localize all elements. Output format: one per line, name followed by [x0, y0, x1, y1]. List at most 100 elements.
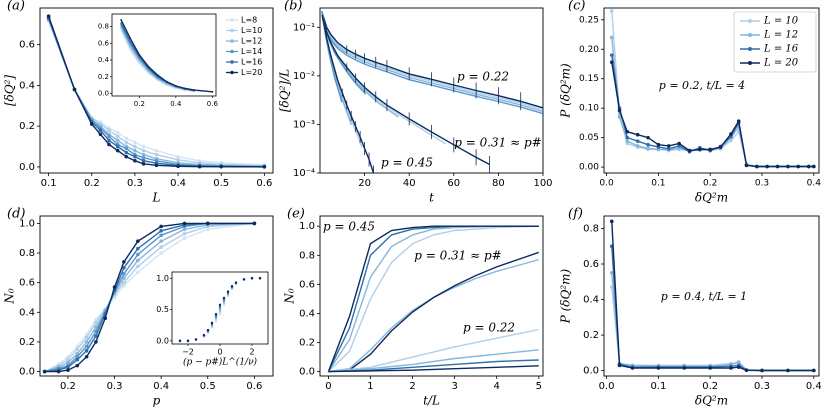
series-L = 20-point	[765, 164, 769, 169]
series-L=16-point	[98, 128, 103, 133]
inset-point	[218, 303, 222, 307]
panel-a: 0.1 0.2 0.3 0.4 0.5 0.6 0.0 0.2 0.4 0.6 L [δQ²] (a) 0…	[3, 0, 274, 205]
inset-point	[202, 333, 206, 337]
series-L=10-point	[124, 140, 129, 145]
x-tick-label: 60	[447, 178, 460, 189]
series-L=12-point	[115, 138, 120, 143]
x-tick-label: 0.4	[170, 178, 186, 189]
series-p = 0.22-L2-line	[321, 18, 543, 115]
panel-c: 0.0 0.1 0.2 0.3 0.4 0.00 0.05 0.10 0.15 0.20 0.25 δ…	[559, 0, 822, 205]
x-tick-label: 0.2	[702, 381, 718, 392]
inset-point	[178, 339, 182, 343]
series-L = 20-point	[760, 368, 764, 373]
x-axis-label: δQ²m	[695, 394, 728, 408]
series-L=20-point	[122, 260, 126, 264]
x-tick-label: 0.1	[651, 179, 665, 189]
inset-point	[234, 281, 238, 284]
legend-marker	[748, 33, 752, 37]
series-L = 12-line	[611, 272, 814, 371]
y-tick-label: 1.0	[299, 221, 315, 232]
series-L=10-point	[136, 264, 140, 269]
legend-marker	[230, 70, 234, 75]
y-tick-label: 0.2	[583, 330, 599, 341]
x-axis-label: p	[153, 394, 161, 408]
legend-entry: L=20	[241, 68, 262, 77]
inset-y-tick-label: 0.0	[156, 336, 169, 345]
y-tick-label: 0.2	[299, 338, 315, 349]
y-tick-label: 0.6	[19, 278, 35, 289]
y-tick-label: 0.2	[19, 121, 35, 132]
axes-frame	[39, 215, 274, 377]
series-L = 16-point	[646, 142, 650, 147]
series-L=8-point	[141, 144, 146, 149]
legend-entry: L=8	[241, 16, 257, 25]
y-tick-label: 10⁻¹	[293, 22, 315, 33]
series-L=20-point	[42, 369, 47, 374]
series-L=12-point	[66, 360, 70, 365]
y-tick-label: 0.0	[583, 366, 599, 377]
x-tick-label: 4	[494, 381, 500, 392]
inset-x-tick-label: −2	[182, 348, 194, 357]
series-L = 16-point	[625, 135, 630, 140]
series-L = 12-point	[609, 35, 614, 40]
inset-series-L=20-point	[184, 87, 186, 90]
y-axis-label: N₀	[3, 288, 17, 305]
inset-d: −2 0 2 0.0 0.5 1.0 (p − p#)L^(1/ν)	[156, 271, 269, 368]
y-axis-label: [δQ²]	[3, 75, 17, 107]
inset-point	[194, 338, 198, 341]
y-tick-label: 0.6	[299, 279, 315, 290]
series-p = 0.22-L0-line	[321, 14, 543, 111]
series-L=10-point	[84, 335, 89, 340]
axes-frame	[319, 7, 544, 174]
series-L = 12-point	[646, 146, 650, 151]
annotation: p = 0.31 ≈ p#	[414, 249, 502, 263]
x-tick-label: 0.4	[807, 179, 822, 189]
inset-y-tick-label: 0.4	[98, 56, 110, 64]
y-tick-label: 0.8	[299, 250, 315, 261]
x-tick-label: 0.2	[60, 381, 76, 392]
series-L=14-point	[84, 344, 89, 349]
x-tick-label: 0.3	[127, 178, 143, 189]
series-L = 20-point	[656, 366, 661, 370]
series-L=20-point	[89, 122, 94, 126]
series-L=20-point	[115, 148, 120, 153]
annotation: p = 0.45	[381, 156, 433, 170]
series-L = 20-point	[796, 164, 801, 169]
series-L=10-point	[94, 320, 98, 325]
series-L = 20-point	[786, 164, 790, 169]
series-L = 20-point	[635, 132, 640, 137]
series-L=20-point	[66, 368, 70, 372]
x-tick-label: 0.4	[153, 381, 169, 392]
y-tick-label: 0.4	[19, 307, 35, 318]
inset-point	[218, 307, 222, 310]
legend-marker	[748, 47, 752, 51]
series-L=8-point	[136, 270, 140, 275]
series-p = 0.22, L=20-line	[328, 365, 539, 373]
series-p = 0.22-L1-line	[321, 16, 543, 113]
series-L=8-point	[115, 130, 120, 135]
series-L=14-point	[136, 252, 140, 257]
legend-box	[733, 11, 817, 73]
legend-marker	[748, 19, 752, 23]
inset-series-L=20-point	[174, 85, 177, 87]
series-L = 20-point	[736, 365, 741, 369]
series-L=16-point	[66, 365, 70, 369]
legend-entry: L=12	[241, 37, 262, 46]
x-tick-label: 0.6	[246, 381, 262, 392]
legend-entry: L=14	[241, 47, 262, 56]
series-L = 20-line	[611, 221, 814, 372]
series-L=16-point	[115, 144, 120, 149]
inset-point	[206, 328, 210, 332]
y-axis-label: P (δQ²m)	[559, 63, 573, 119]
series-L=8-point	[133, 140, 137, 145]
series-L = 20-point	[617, 363, 622, 368]
series-L=8-point	[159, 251, 163, 255]
inset-x-tick-label: 0	[217, 348, 222, 357]
y-tick-label: 0.0	[19, 162, 35, 173]
x-tick-label: 80	[492, 178, 505, 189]
y-tick-label: 0.0	[299, 367, 315, 378]
series-L=16-point	[124, 150, 129, 155]
inset-point	[242, 278, 246, 281]
panel-label: (f)	[568, 207, 583, 222]
